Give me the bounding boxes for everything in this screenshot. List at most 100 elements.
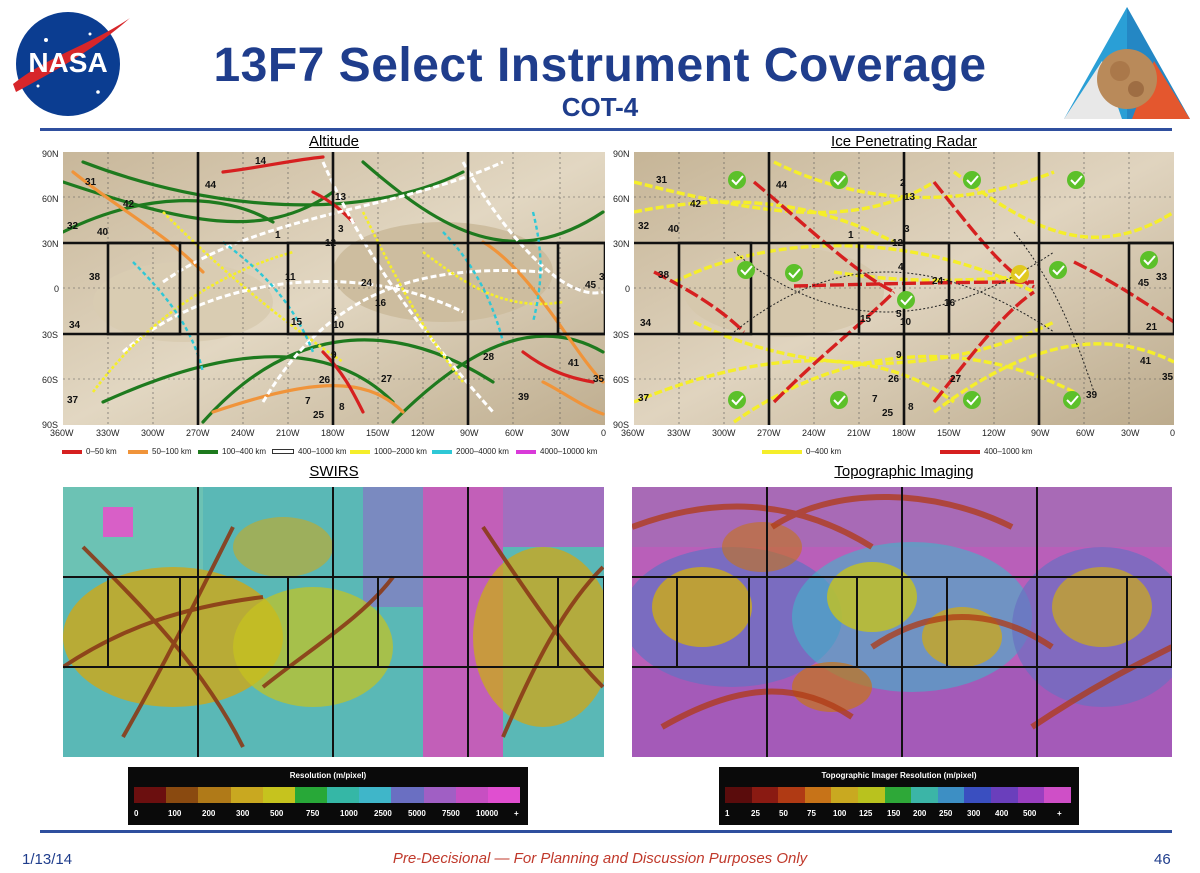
radar-marker: 25 [882, 408, 894, 419]
altitude-marker: 32 [67, 221, 79, 232]
swirs-title: SWIRS [309, 463, 359, 480]
altitude-marker: 40 [97, 227, 109, 238]
radar-marker: 42 [690, 199, 702, 210]
topo-tick: 100 [833, 809, 847, 818]
altitude-marker: 9 [331, 350, 337, 361]
topo-tick: 75 [807, 809, 816, 818]
altitude-lon-label: 300W [141, 428, 165, 438]
altitude-marker: 42 [123, 199, 135, 210]
radar-marker: 27 [950, 374, 962, 385]
nasa-logo-text: NASA [28, 47, 107, 78]
altitude-legend-item: 4000–10000 km [516, 447, 597, 456]
topo-tick: 50 [779, 809, 788, 818]
swirs-tick: 100 [168, 809, 182, 818]
radar-marker: 38 [658, 270, 670, 281]
radar-marker: 2 [900, 178, 906, 189]
altitude-marker: 12 [325, 238, 337, 249]
altitude-marker: 14 [255, 156, 267, 167]
altitude-lat-label: 60S [42, 375, 59, 385]
radar-lat-label: 30S [613, 330, 630, 340]
topo-tick: 400 [995, 809, 1009, 818]
topo-tick: 300 [967, 809, 981, 818]
header-rule [40, 128, 1172, 131]
altitude-legend-item: 100–400 km [198, 447, 266, 456]
swirs-tick: 0 [134, 809, 139, 818]
radar-marker: 5 [896, 309, 902, 320]
swirs-tick: 500 [270, 809, 284, 818]
altitude-legend-item: 50–100 km [128, 447, 192, 456]
topo-tick: 150 [887, 809, 901, 818]
altitude-marker: 8 [339, 402, 345, 413]
altitude-marker: 34 [69, 320, 81, 331]
radar-title: Ice Penetrating Radar [831, 133, 977, 150]
altitude-marker: 10 [333, 320, 345, 331]
altitude-lat-label: 60N [42, 194, 59, 204]
radar-marker: 9 [896, 350, 902, 361]
altitude-marker: 5 [331, 307, 337, 318]
footer-page-number: 46 [1154, 851, 1171, 868]
altitude-lon-label: 90W [460, 428, 479, 438]
altitude-marker: 44 [205, 180, 217, 191]
radar-marker: 33 [1156, 272, 1168, 283]
altitude-marker: 28 [483, 352, 495, 363]
radar-lat-label: 30N [613, 239, 630, 249]
topo-title: Topographic Imaging [834, 463, 974, 480]
swirs-colorbar: Resolution (m/pixel) 0 100 200 300 500 7… [128, 767, 528, 825]
altitude-lat-label: 90N [42, 149, 59, 159]
swirs-colorbar-title: Resolution (m/pixel) [289, 771, 367, 780]
radar-lat-label: 0 [625, 284, 631, 294]
altitude-marker: 25 [313, 410, 325, 421]
radar-marker: 10 [900, 317, 912, 328]
radar-marker: 34 [640, 318, 652, 329]
altitude-marker: 35 [593, 374, 605, 385]
radar-lon-label: 30W [1121, 428, 1140, 438]
radar-lon-label: 180W [892, 428, 916, 438]
radar-marker: 16 [944, 298, 956, 309]
radar-marker: 8 [908, 402, 914, 413]
radar-map: 31 44 2 13 42 32 40 1 12 3 38 4 24 33 45… [634, 152, 1174, 425]
altitude-lon-label: 240W [231, 428, 255, 438]
radar-legend-item: 400–1000 km [940, 447, 1032, 456]
altitude-marker: 45 [585, 280, 597, 291]
altitude-map: 31 42 44 14 13 3 32 40 1 12 38 11 24 45 … [63, 152, 605, 425]
altitude-marker: 13 [335, 192, 347, 203]
altitude-marker: 11 [285, 272, 296, 283]
swirs-map [63, 487, 604, 757]
swirs-tick: 7500 [442, 809, 460, 818]
radar-lon-label: 60W [1076, 428, 1095, 438]
altitude-marker: 3 [338, 224, 344, 235]
altitude-lon-label: 360W [50, 428, 74, 438]
swirs-colorbar-swatches [134, 787, 521, 803]
radar-marker: 7 [872, 394, 878, 405]
check-icon [728, 171, 1158, 409]
altitude-marker: 41 [568, 358, 580, 369]
altitude-lat-label: 30N [42, 239, 59, 249]
topo-colorbar-title: Topographic Imager Resolution (m/pixel) [821, 771, 977, 780]
altitude-marker: 15 [291, 317, 303, 328]
radar-legend-item: 0–400 km [762, 447, 841, 456]
altitude-marker: 31 [85, 177, 97, 188]
altitude-marker: 39 [518, 392, 530, 403]
radar-lon-label: 150W [937, 428, 961, 438]
radar-lon-label: 300W [712, 428, 736, 438]
swirs-tick: 5000 [408, 809, 426, 818]
altitude-lon-label: 60W [505, 428, 524, 438]
radar-marker: 41 [1140, 356, 1152, 367]
altitude-marker: 38 [89, 272, 101, 283]
topo-tick: + [1057, 809, 1062, 818]
radar-marker: 1 [848, 230, 854, 241]
radar-lon-label: 210W [847, 428, 871, 438]
topo-tick: 500 [1023, 809, 1037, 818]
nasa-logo: NASA [8, 6, 133, 116]
altitude-marker: 33 [599, 272, 605, 283]
radar-lon-label: 120W [982, 428, 1006, 438]
altitude-lon-label: 330W [96, 428, 120, 438]
altitude-marker: 16 [375, 298, 387, 309]
altitude-lon-label: 270W [186, 428, 210, 438]
topo-tick: 250 [939, 809, 953, 818]
radar-marker: 26 [888, 374, 900, 385]
altitude-legend-item: 2000–4000 km [432, 447, 509, 456]
altitude-lon-label: 0 [601, 428, 607, 438]
footer-rule [40, 830, 1172, 833]
topo-map [632, 487, 1172, 757]
